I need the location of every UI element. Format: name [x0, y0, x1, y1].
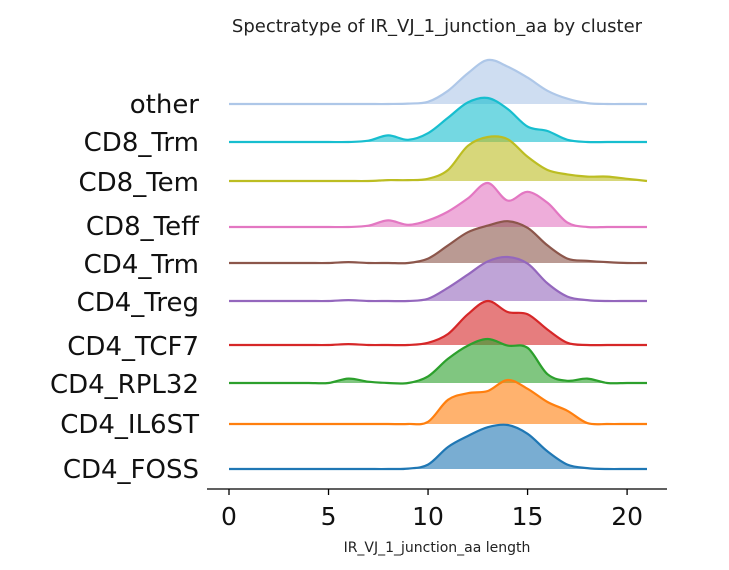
ridge-line-CD4_TCF7 — [228, 299, 647, 347]
x-tick-label: 0 — [221, 502, 237, 531]
ridges-group — [228, 58, 648, 471]
ridge-area-CD4_FOSS — [229, 424, 647, 470]
x-tick-label: 20 — [611, 502, 643, 531]
ridge-area-CD4_TCF7 — [229, 300, 647, 346]
x-axis-label: IR_VJ_1_junction_aa length — [344, 540, 531, 556]
ridge-area-CD4_Trm — [229, 221, 647, 264]
ridge-line-CD8_Tem — [228, 135, 648, 183]
ridge-line-CD4_Treg — [228, 255, 647, 303]
category-label: CD4_TCF7 — [67, 332, 199, 362]
ridge-area-other — [229, 59, 647, 105]
ridge-line-CD4_FOSS — [229, 423, 647, 471]
x-tick-label: 15 — [512, 502, 544, 531]
category-label: other — [130, 90, 200, 120]
x-axis: 0 5 10 15 20 — [207, 488, 667, 531]
ridge-line-other — [228, 58, 647, 106]
category-label: CD4_Treg — [77, 288, 199, 318]
category-label: CD4_Trm — [84, 250, 199, 280]
category-label: CD8_Trm — [84, 128, 199, 158]
x-tick-label: 10 — [412, 502, 444, 531]
ridge-area-CD4_Treg — [229, 256, 647, 302]
ridge-area-CD4_RPL32 — [229, 339, 647, 384]
ridge-area-CD4_IL6ST — [229, 379, 647, 425]
ridge-line-CD4_RPL32 — [229, 337, 647, 385]
category-label: CD8_Tem — [78, 168, 199, 198]
ridge-area-CD8_Teff — [229, 182, 647, 228]
chart-title: Spectratype of IR_VJ_1_junction_aa by cl… — [232, 16, 643, 37]
x-tick-label: 5 — [321, 502, 337, 531]
category-label: CD4_IL6ST — [60, 410, 199, 440]
category-labels: other CD8_Trm CD8_Tem CD8_Teff CD4_Trm CD4_Tr… — [50, 90, 200, 485]
ridge-area-CD8_Trm — [229, 97, 647, 143]
ridge-line-CD4_Trm — [229, 220, 648, 265]
ridge-line-CD8_Teff — [228, 181, 647, 229]
ridge-line-CD4_IL6ST — [229, 378, 647, 426]
ridge-area-CD8_Tem — [229, 136, 647, 182]
category-label: CD8_Teff — [86, 212, 200, 242]
category-label: CD4_RPL32 — [50, 370, 199, 400]
ridge-line-CD8_Trm — [229, 96, 647, 144]
category-label: CD4_FOSS — [63, 455, 199, 485]
